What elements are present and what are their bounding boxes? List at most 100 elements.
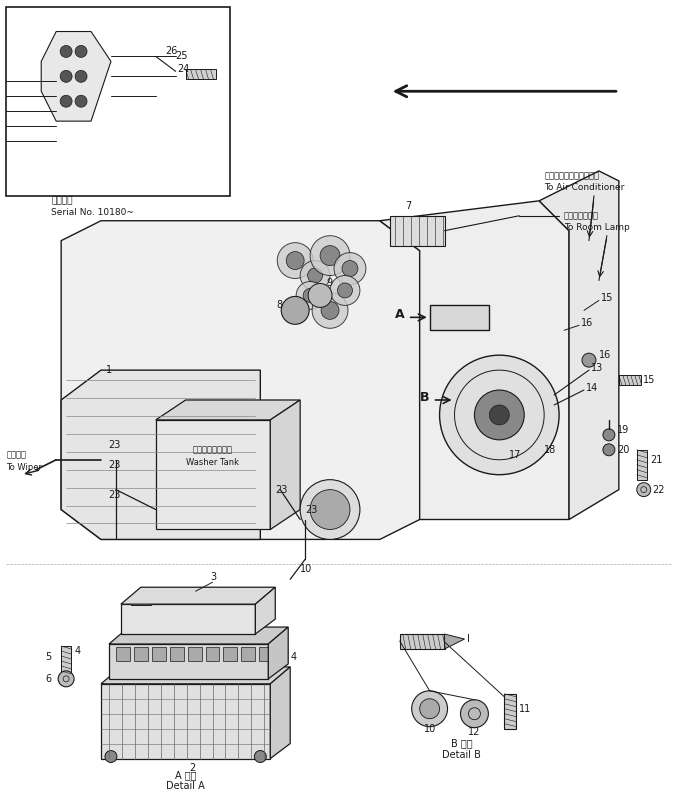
- Bar: [116, 647, 130, 661]
- Text: B 詳細: B 詳細: [451, 738, 473, 749]
- Text: B: B: [420, 391, 429, 403]
- Text: 7: 7: [405, 201, 411, 211]
- Text: 1: 1: [106, 365, 112, 375]
- Text: 25: 25: [175, 51, 188, 62]
- Circle shape: [475, 390, 524, 439]
- Polygon shape: [270, 667, 290, 758]
- Text: 16: 16: [599, 350, 611, 360]
- Bar: [188, 647, 202, 661]
- Polygon shape: [101, 684, 270, 758]
- Circle shape: [603, 429, 615, 441]
- Text: Serial No. 10180~: Serial No. 10180~: [51, 209, 134, 217]
- Bar: [390, 216, 445, 245]
- Text: To Air Conditioner: To Air Conditioner: [544, 184, 624, 193]
- Text: 2: 2: [190, 764, 196, 773]
- Text: 5: 5: [45, 652, 51, 662]
- Text: 14: 14: [586, 383, 598, 393]
- Bar: [504, 694, 517, 729]
- Text: I: I: [468, 634, 471, 644]
- Polygon shape: [255, 587, 276, 634]
- Polygon shape: [41, 31, 111, 121]
- Polygon shape: [380, 201, 569, 519]
- Text: ウォッシャタンク: ウォッシャタンク: [192, 445, 232, 455]
- Circle shape: [334, 252, 366, 284]
- Circle shape: [637, 483, 651, 497]
- Polygon shape: [156, 400, 300, 420]
- Circle shape: [60, 46, 72, 58]
- Text: ワイパへ: ワイパへ: [6, 451, 26, 459]
- Text: 4: 4: [290, 652, 297, 662]
- Bar: [399, 634, 445, 649]
- Text: 適用号機: 適用号機: [51, 197, 72, 205]
- Bar: [6, 6, 230, 196]
- Bar: [185, 70, 215, 79]
- Text: 16: 16: [581, 318, 593, 328]
- Circle shape: [310, 236, 350, 276]
- Text: ルームランプへ: ルームランプへ: [564, 211, 599, 221]
- Bar: [170, 647, 183, 661]
- Text: 19: 19: [617, 425, 629, 435]
- Bar: [259, 647, 274, 661]
- Text: 6: 6: [45, 674, 51, 684]
- Text: Detail A: Detail A: [167, 781, 205, 791]
- Text: 20: 20: [617, 445, 629, 455]
- Bar: [430, 305, 489, 330]
- Text: 22: 22: [653, 485, 665, 495]
- Text: 24: 24: [177, 65, 190, 74]
- Circle shape: [300, 479, 360, 539]
- Circle shape: [338, 283, 353, 298]
- Polygon shape: [109, 644, 268, 679]
- Text: A: A: [395, 308, 404, 321]
- Text: 26: 26: [166, 46, 178, 57]
- Circle shape: [603, 443, 615, 455]
- Polygon shape: [101, 667, 290, 684]
- Circle shape: [582, 353, 596, 367]
- Circle shape: [308, 284, 332, 308]
- Text: 10: 10: [300, 564, 312, 574]
- Text: 4: 4: [75, 646, 81, 656]
- Text: 10: 10: [424, 724, 436, 733]
- Circle shape: [307, 268, 322, 283]
- Circle shape: [312, 292, 348, 328]
- Circle shape: [460, 700, 488, 728]
- Circle shape: [278, 243, 313, 279]
- Circle shape: [60, 95, 72, 107]
- Text: 9: 9: [326, 279, 332, 288]
- Text: 11: 11: [519, 704, 531, 714]
- Text: To Room Lamp: To Room Lamp: [564, 223, 630, 233]
- Circle shape: [105, 750, 117, 762]
- Text: Washer Tank: Washer Tank: [186, 459, 239, 467]
- Circle shape: [439, 356, 559, 475]
- Circle shape: [58, 671, 74, 687]
- Circle shape: [420, 699, 439, 718]
- Circle shape: [321, 301, 339, 320]
- Circle shape: [255, 750, 266, 762]
- Text: 23: 23: [108, 490, 121, 499]
- Polygon shape: [268, 627, 288, 679]
- Polygon shape: [109, 627, 288, 644]
- Polygon shape: [270, 400, 300, 530]
- Polygon shape: [445, 634, 464, 649]
- Bar: [223, 647, 238, 661]
- Text: 18: 18: [544, 445, 556, 455]
- Circle shape: [320, 245, 340, 265]
- Text: Detail B: Detail B: [442, 749, 481, 760]
- Polygon shape: [61, 221, 420, 539]
- Text: To Wiper: To Wiper: [6, 463, 43, 472]
- Circle shape: [330, 276, 360, 305]
- Bar: [61, 646, 71, 674]
- Bar: [131, 597, 151, 605]
- Circle shape: [281, 296, 309, 324]
- Text: 21: 21: [651, 455, 663, 465]
- Circle shape: [310, 490, 350, 530]
- Text: 15: 15: [601, 293, 613, 304]
- Text: 15: 15: [642, 375, 655, 385]
- Text: エアーコンディショナへ: エアーコンディショナへ: [544, 172, 599, 181]
- Polygon shape: [539, 171, 619, 519]
- Circle shape: [412, 691, 447, 726]
- Text: 23: 23: [108, 439, 121, 450]
- Bar: [619, 375, 640, 385]
- Text: 23: 23: [305, 504, 318, 515]
- Text: 23: 23: [108, 459, 121, 470]
- Circle shape: [489, 405, 509, 425]
